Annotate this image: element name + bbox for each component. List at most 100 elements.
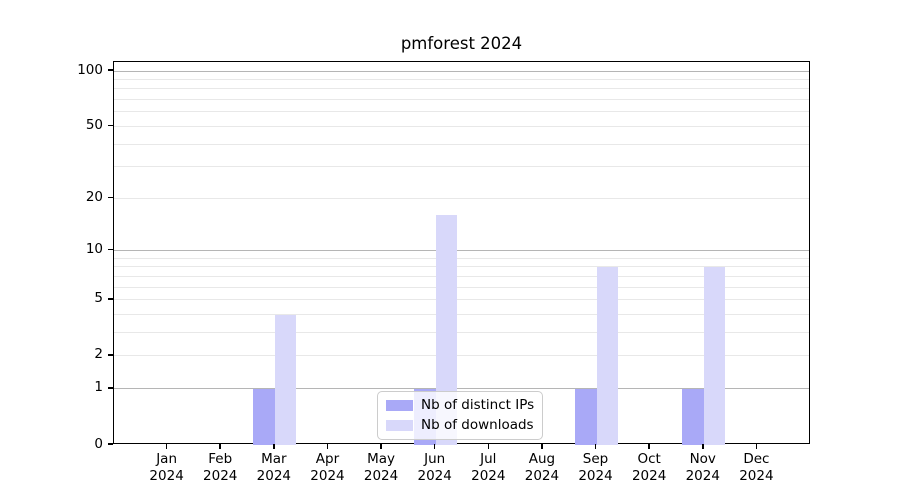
minor-gridline <box>114 266 809 268</box>
bar-nov-downloads <box>703 266 726 445</box>
x-tick-year: 2024 <box>685 467 720 484</box>
x-tick-year: 2024 <box>578 467 613 484</box>
y-tick-label: 10 <box>85 241 103 258</box>
y-tick-label: 0 <box>94 435 103 452</box>
x-tick-label: Jan 2024 <box>127 451 207 484</box>
x-tick-year: 2024 <box>203 467 238 484</box>
major-gridline <box>114 388 809 390</box>
x-tick-month: Dec <box>743 451 770 467</box>
minor-gridline <box>114 286 809 288</box>
x-tick-month: Apr <box>315 451 340 467</box>
plot-area <box>113 61 810 445</box>
chart-title: pmforest 2024 <box>400 34 523 53</box>
x-tick-mark <box>273 444 275 449</box>
x-tick-month: Oct <box>637 451 661 467</box>
y-tick-mark <box>108 248 113 251</box>
x-tick-label: Oct 2024 <box>609 451 689 484</box>
bars-layer <box>114 62 809 445</box>
x-tick-year: 2024 <box>524 467 560 484</box>
minor-gridline <box>114 355 809 357</box>
major-gridline <box>114 70 809 72</box>
minor-gridline <box>114 314 809 316</box>
y-tick-label: 20 <box>85 188 103 205</box>
legend: Nb of distinct IPs Nb of downloads <box>377 391 544 440</box>
x-tick-mark <box>165 444 168 449</box>
x-tick-month: Nov <box>689 451 716 467</box>
x-tick-mark <box>380 444 382 449</box>
x-tick-mark <box>433 444 436 449</box>
x-tick-month: Feb <box>208 451 233 467</box>
x-tick-month: Aug <box>528 451 556 467</box>
x-tick-month: Jun <box>424 451 446 467</box>
y-tick-mark <box>108 196 113 199</box>
minor-gridline <box>114 99 809 101</box>
legend-label-downloads: Nb of downloads <box>421 417 534 433</box>
x-tick-label: Sep 2024 <box>556 451 636 484</box>
y-tick-mark <box>108 124 113 127</box>
legend-swatch-downloads-icon <box>386 420 413 431</box>
bar-sep-downloads <box>596 266 618 445</box>
x-tick-year: 2024 <box>471 467 506 484</box>
minor-gridline <box>114 143 809 145</box>
minor-gridline <box>114 332 809 334</box>
x-tick-mark <box>326 444 329 449</box>
x-tick-label: Apr 2024 <box>287 451 367 484</box>
x-tick-year: 2024 <box>310 467 345 484</box>
x-tick-year: 2024 <box>149 467 184 484</box>
x-tick-year: 2024 <box>631 467 667 484</box>
x-tick-label: Nov 2024 <box>663 451 743 484</box>
bar-nov-distinct-ips <box>682 388 704 445</box>
bar-mar-distinct-ips <box>253 388 275 445</box>
major-gridline <box>114 250 809 252</box>
x-tick-mark <box>702 444 704 449</box>
x-tick-year: 2024 <box>256 467 292 484</box>
minor-gridline <box>114 166 809 168</box>
bar-jun-downloads <box>435 215 458 445</box>
x-tick-year: 2024 <box>739 467 774 484</box>
x-tick-label: Mar 2024 <box>234 451 314 484</box>
x-tick-month: Jul <box>480 451 497 467</box>
minor-gridline <box>114 79 809 81</box>
y-tick-mark <box>108 69 113 71</box>
minor-gridline <box>114 125 809 127</box>
y-tick-mark <box>108 354 113 356</box>
x-tick-label: Jun 2024 <box>395 451 475 484</box>
x-tick-month: Mar <box>261 451 287 467</box>
legend-label-distinct-ips: Nb of distinct IPs <box>421 397 535 413</box>
minor-gridline <box>114 276 809 278</box>
x-tick-label: May 2024 <box>341 451 421 484</box>
x-tick-mark <box>594 444 597 449</box>
y-tick-mark <box>108 443 113 445</box>
x-tick-mark <box>755 444 758 449</box>
legend-swatch-distinct-ips-icon <box>386 400 413 411</box>
x-tick-label: Feb 2024 <box>180 451 260 484</box>
minor-gridline <box>114 197 809 199</box>
x-tick-month: May <box>367 451 396 467</box>
bar-mar-downloads <box>274 314 297 445</box>
x-tick-year: 2024 <box>417 467 452 484</box>
x-tick-year: 2024 <box>363 467 399 484</box>
minor-gridline <box>114 88 809 90</box>
minor-gridline <box>114 257 809 259</box>
x-tick-label: Aug 2024 <box>502 451 582 484</box>
y-tick-label: 5 <box>94 290 103 307</box>
bar-sep-distinct-ips <box>575 388 597 445</box>
minor-gridline <box>114 299 809 301</box>
y-tick-mark <box>108 298 113 300</box>
minor-gridline <box>114 111 809 113</box>
x-tick-mark <box>219 444 221 449</box>
x-tick-label: Jul 2024 <box>448 451 528 484</box>
y-tick-label: 50 <box>85 116 103 133</box>
x-tick-mark <box>648 444 650 449</box>
y-tick-label: 2 <box>94 346 103 363</box>
x-tick-month: Jan <box>156 451 178 467</box>
x-tick-month: Sep <box>582 451 609 467</box>
y-tick-mark <box>108 387 113 389</box>
y-tick-label: 100 <box>77 61 103 78</box>
x-tick-label: Dec 2024 <box>716 451 796 484</box>
legend-item-distinct-ips: Nb of distinct IPs <box>386 398 534 413</box>
y-tick-label: 1 <box>94 379 103 396</box>
x-tick-mark <box>541 444 543 449</box>
